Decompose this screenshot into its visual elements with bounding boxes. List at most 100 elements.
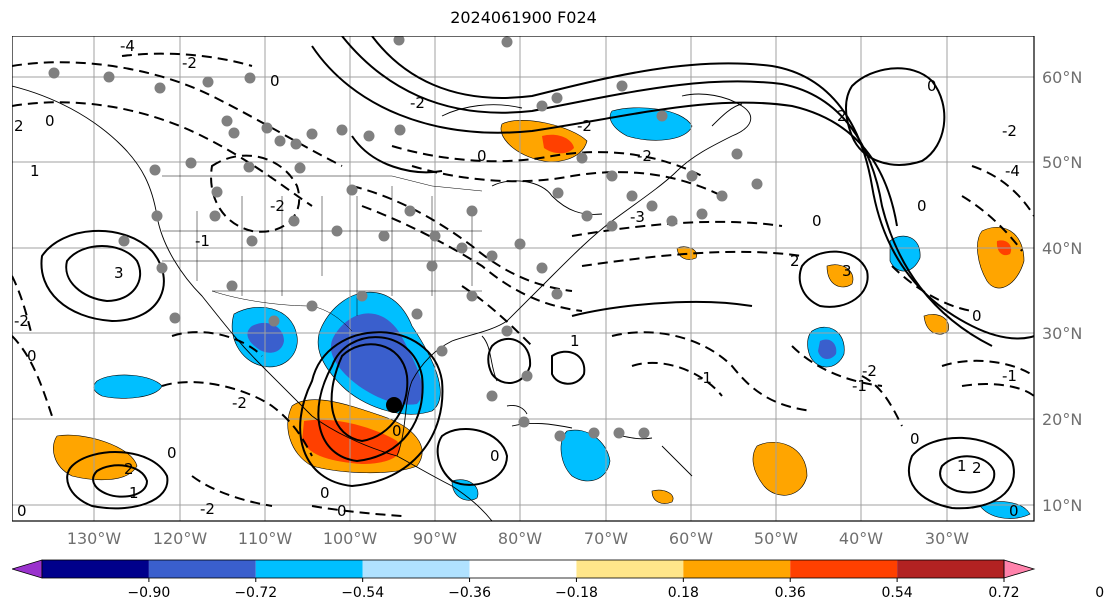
colorbar-segment bbox=[362, 560, 470, 578]
lat-label: 50°N bbox=[1042, 153, 1082, 172]
contour-label: 2 bbox=[124, 460, 134, 478]
colorbar-segment bbox=[897, 560, 1004, 578]
contour-label: -2 bbox=[270, 197, 285, 215]
colorbar-tick-label: 0.72 bbox=[988, 585, 1019, 601]
colorbar-segment bbox=[683, 560, 791, 578]
shaded-anomaly-fields bbox=[53, 107, 1031, 519]
contour-label: -1 bbox=[1002, 367, 1017, 385]
contour-label: -2 bbox=[862, 362, 877, 380]
shade-blue-atlantic-3 bbox=[979, 501, 1031, 519]
contour-label: 2 bbox=[837, 107, 847, 125]
lon-label: 60°W bbox=[669, 529, 713, 548]
shade-orange-atlantic-6 bbox=[651, 489, 674, 504]
contour-label: 0 bbox=[27, 347, 37, 365]
shade-blue-atlantic-2 bbox=[889, 235, 921, 272]
contour-label: 0 bbox=[910, 430, 920, 448]
lon-label: 80°W bbox=[498, 529, 542, 548]
lon-label: 70°W bbox=[584, 529, 628, 548]
colorbar-tick-label: 0.54 bbox=[882, 585, 913, 601]
contour-label: 0 bbox=[270, 72, 280, 90]
contour-label: 3 bbox=[842, 262, 852, 280]
lon-label: 110°W bbox=[238, 529, 293, 548]
contour-label: 0 bbox=[392, 422, 402, 440]
contour-label: -4 bbox=[120, 37, 135, 55]
colorbar-tick-label: −0.90 bbox=[127, 585, 170, 601]
shade-orange-atlantic-1 bbox=[752, 442, 808, 496]
shade-darkblue-atlantic-1 bbox=[818, 339, 837, 360]
colorbar-segment bbox=[790, 560, 898, 578]
contour-label: -1 bbox=[852, 377, 867, 395]
shade-orange-atlantic-3 bbox=[923, 314, 949, 335]
contour-label: -4 bbox=[1005, 162, 1020, 180]
lon-label: 120°W bbox=[153, 529, 208, 548]
lon-label: 50°W bbox=[754, 529, 798, 548]
colorbar-segment bbox=[42, 560, 149, 578]
contour-label: 1 bbox=[957, 457, 967, 475]
contour-label: 2 bbox=[790, 252, 800, 270]
map-title: 2024061900 F024 bbox=[450, 8, 597, 27]
contour-label: 1 bbox=[30, 162, 40, 180]
colorbar-tick-label: 0.36 bbox=[775, 585, 806, 601]
shade-red-labrador bbox=[542, 134, 574, 154]
contour-label: 0 bbox=[972, 307, 982, 325]
contour-label: -2 bbox=[232, 394, 247, 412]
colorbar-frame bbox=[41, 559, 1005, 579]
contour-labels: -4 -2 0 2 0 1 3 -2 0 -2 2 1 0 -2 0 0 -1 … bbox=[14, 37, 1020, 520]
contour-dashed bbox=[12, 52, 1034, 517]
lat-label: 40°N bbox=[1042, 239, 1082, 258]
colorbar-tick-label: −0.18 bbox=[555, 585, 598, 601]
political-borders bbox=[162, 175, 492, 332]
lat-label: 30°N bbox=[1042, 324, 1082, 343]
longitude-labels: 130°W 120°W 110°W 100°W 90°W 80°W 70°W 6… bbox=[67, 529, 969, 548]
contour-label: 2 bbox=[972, 459, 982, 477]
colorbar-segment bbox=[469, 560, 577, 578]
contour-label: 0 bbox=[17, 502, 27, 520]
contour-label: -2 bbox=[200, 500, 215, 518]
contour-label: 1 bbox=[570, 332, 580, 350]
colorbar-tick-label: −0.54 bbox=[341, 585, 384, 601]
contour-label: -2 bbox=[14, 312, 29, 330]
colorbar: −0.90 −0.72 −0.54 −0.36 −0.18 0.18 0.36 0.54 0.7… bbox=[12, 559, 1105, 601]
contour-label: 0 bbox=[167, 444, 177, 462]
colorbar-tick-label: −0.36 bbox=[448, 585, 491, 601]
contour-label: -2 bbox=[410, 94, 425, 112]
lon-label: 130°W bbox=[67, 529, 122, 548]
lon-label: 90°W bbox=[413, 529, 457, 548]
contour-label: -2 bbox=[577, 117, 592, 135]
lat-label: 60°N bbox=[1042, 68, 1082, 87]
contour-label: 0 bbox=[477, 147, 487, 165]
colorbar-segment bbox=[255, 560, 363, 578]
storm-center-marker bbox=[386, 397, 402, 413]
station-dots bbox=[48, 36, 763, 442]
contour-label: -1 bbox=[195, 232, 210, 250]
colorbar-segment bbox=[148, 560, 256, 578]
contour-label: 0 bbox=[917, 197, 927, 215]
colorbar-segment bbox=[576, 560, 684, 578]
lon-label: 40°W bbox=[839, 529, 883, 548]
lon-label: 100°W bbox=[323, 529, 378, 548]
contour-label: 2 bbox=[14, 117, 24, 135]
colorbar-tick-label: −0.72 bbox=[234, 585, 277, 601]
colorbar-tick-label: 0.18 bbox=[668, 585, 699, 601]
contour-label: 0 bbox=[45, 112, 55, 130]
contour-label: -3 bbox=[630, 208, 645, 226]
weather-map: -4 -2 0 2 0 1 3 -2 0 -2 2 1 0 -2 0 0 -1 … bbox=[12, 36, 1105, 601]
contour-label: -1 bbox=[697, 369, 712, 387]
shade-orange-atlantic-4 bbox=[826, 264, 854, 288]
colorbar-tick-label: 0.90 bbox=[1095, 585, 1105, 601]
contour-label: 0 bbox=[320, 484, 330, 502]
contour-label: 0 bbox=[812, 212, 822, 230]
latitude-labels: 60°N 50°N 40°N 30°N 20°N 10°N bbox=[1042, 68, 1082, 515]
contour-label: -2 bbox=[1002, 122, 1017, 140]
contour-solid bbox=[40, 36, 1034, 510]
lon-label: 30°W bbox=[925, 529, 969, 548]
contour-label: 3 bbox=[114, 264, 124, 282]
colorbar-extend-min bbox=[12, 559, 43, 579]
map-plot-area: -4 -2 0 2 0 1 3 -2 0 -2 2 1 0 -2 0 0 -1 … bbox=[12, 36, 1034, 521]
contour-label: 0 bbox=[927, 77, 937, 95]
contour-label: 0 bbox=[490, 447, 500, 465]
shade-orange-west bbox=[53, 434, 138, 481]
shade-darkblue-mexico bbox=[247, 322, 284, 353]
plot-frame bbox=[12, 36, 1035, 522]
lat-label: 20°N bbox=[1042, 410, 1082, 429]
